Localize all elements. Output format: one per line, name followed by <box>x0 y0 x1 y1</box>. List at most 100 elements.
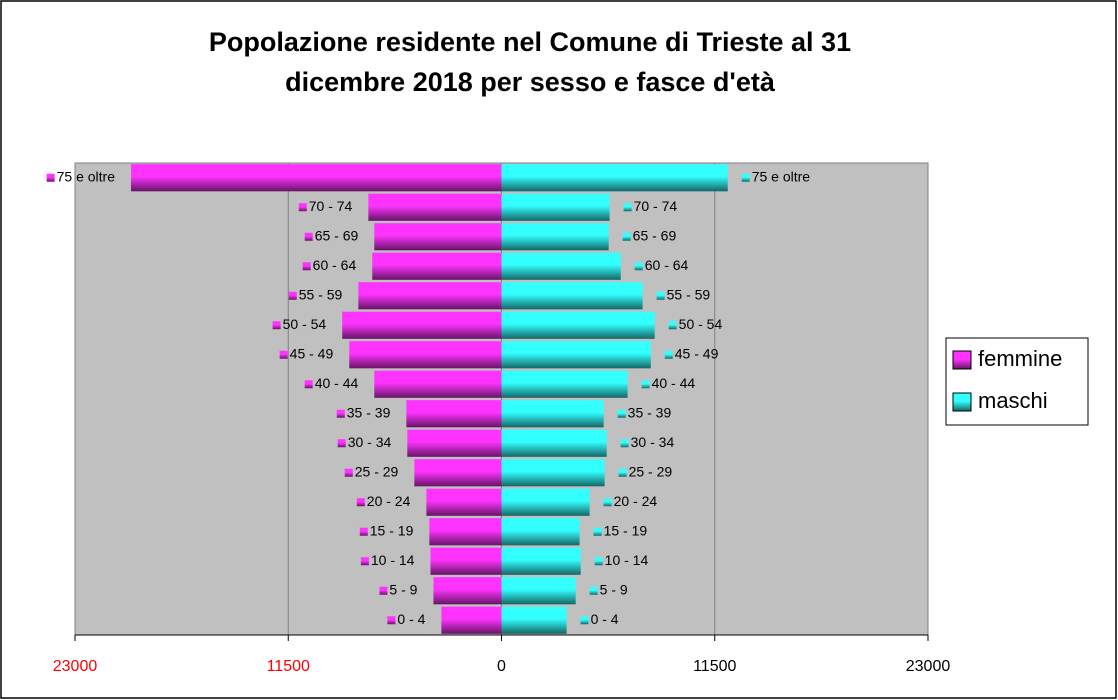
legend-label: maschi <box>978 388 1048 413</box>
label-key <box>360 557 369 566</box>
label-key <box>359 527 368 536</box>
label-key <box>272 321 281 330</box>
data-label: 55 - 59 <box>299 286 343 302</box>
bar <box>414 459 502 487</box>
bar <box>430 547 502 575</box>
label-key <box>618 468 627 477</box>
label-key <box>593 527 602 536</box>
label-key <box>344 468 353 477</box>
data-label: 60 - 64 <box>645 257 689 273</box>
data-label: 40 - 44 <box>315 375 359 391</box>
legend-swatch <box>952 350 972 370</box>
label-key <box>298 203 307 212</box>
data-label: 15 - 19 <box>604 522 648 538</box>
x-tick-label: 23000 <box>53 658 98 675</box>
data-label: 35 - 39 <box>628 404 672 420</box>
data-label: 5 - 9 <box>389 581 417 597</box>
label-key <box>302 262 311 271</box>
label-key <box>594 557 603 566</box>
bar <box>358 282 502 310</box>
bar <box>501 223 609 251</box>
data-label: 40 - 44 <box>652 375 696 391</box>
label-key <box>617 409 626 418</box>
bar <box>501 488 590 516</box>
bar <box>501 606 567 634</box>
data-label: 25 - 29 <box>355 463 399 479</box>
label-key <box>668 321 677 330</box>
data-label: 30 - 34 <box>348 434 392 450</box>
label-key <box>603 498 612 507</box>
legend-swatch <box>952 392 972 412</box>
data-label: 55 - 59 <box>667 286 711 302</box>
bar <box>501 429 607 457</box>
label-key <box>379 586 388 595</box>
data-label: 75 e oltre <box>752 168 811 184</box>
data-label: 5 - 9 <box>600 581 628 597</box>
bar <box>372 252 502 280</box>
bar <box>501 547 581 575</box>
data-label: 35 - 39 <box>347 404 391 420</box>
label-key <box>664 350 673 359</box>
bar <box>501 459 605 487</box>
data-label: 0 - 4 <box>397 611 425 627</box>
data-label: 45 - 49 <box>675 345 719 361</box>
bar <box>501 164 728 192</box>
data-label: 70 - 74 <box>309 198 353 214</box>
x-tick-label: 23000 <box>906 658 951 675</box>
data-label: 75 e oltre <box>57 168 116 184</box>
bar <box>349 341 502 369</box>
data-label: 10 - 14 <box>371 552 415 568</box>
data-label: 50 - 54 <box>283 316 327 332</box>
label-key <box>46 173 55 182</box>
label-key <box>337 439 346 448</box>
data-label: 65 - 69 <box>633 227 677 243</box>
bar <box>501 252 621 280</box>
label-key <box>589 586 598 595</box>
label-key <box>620 439 629 448</box>
bar <box>441 606 502 634</box>
label-key <box>741 173 750 182</box>
label-key <box>356 498 365 507</box>
label-key <box>288 291 297 300</box>
bar <box>501 518 580 546</box>
data-label: 65 - 69 <box>315 227 359 243</box>
label-key <box>336 409 345 418</box>
label-key <box>304 232 313 241</box>
label-key <box>656 291 665 300</box>
bar <box>501 400 604 428</box>
data-label: 20 - 24 <box>614 493 658 509</box>
bar <box>433 577 502 605</box>
bar <box>429 518 502 546</box>
data-label: 20 - 24 <box>367 493 411 509</box>
data-label: 50 - 54 <box>679 316 723 332</box>
bar <box>501 311 655 339</box>
bar <box>426 488 502 516</box>
data-label: 0 - 4 <box>591 611 619 627</box>
bar <box>501 193 610 221</box>
data-label: 15 - 19 <box>370 522 414 538</box>
data-label: 45 - 49 <box>290 345 334 361</box>
label-key <box>387 616 396 625</box>
data-label: 60 - 64 <box>313 257 357 273</box>
label-key <box>634 262 643 271</box>
bar <box>374 223 502 251</box>
bar <box>407 429 502 457</box>
label-key <box>304 380 313 389</box>
data-label: 30 - 34 <box>631 434 675 450</box>
legend-label: femmine <box>978 346 1062 371</box>
bar <box>501 282 643 310</box>
x-tick-label: 0 <box>497 658 506 675</box>
label-key <box>279 350 288 359</box>
bar <box>368 193 502 221</box>
bar <box>501 341 651 369</box>
bar <box>374 370 502 398</box>
data-label: 10 - 14 <box>605 552 649 568</box>
label-key <box>623 203 632 212</box>
chart-title: Popolazione residente nel Comune di Trie… <box>208 27 852 97</box>
bar <box>342 311 502 339</box>
label-key <box>622 232 631 241</box>
label-key <box>641 380 650 389</box>
label-key <box>580 616 589 625</box>
